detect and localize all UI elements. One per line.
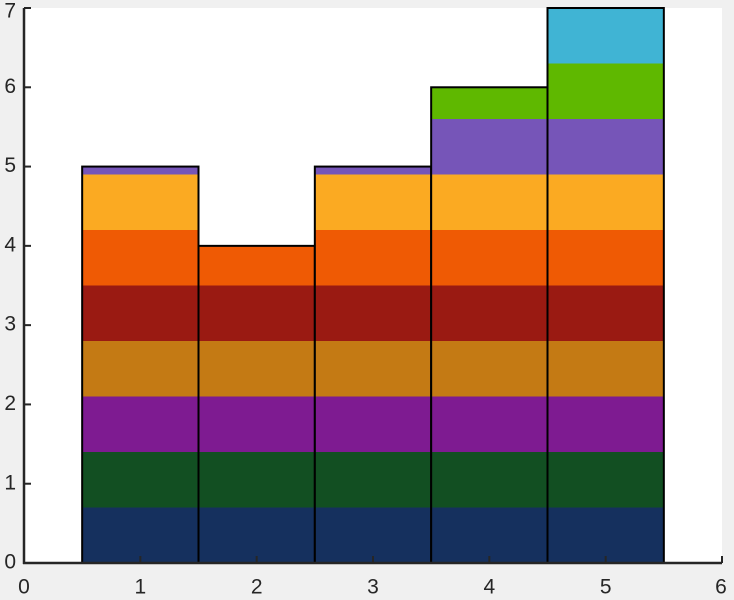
bar-segment [314,230,432,286]
y-tick-label: 0 [4,551,16,574]
bar-segment [198,285,315,341]
bar-segment [547,507,664,563]
bar-segment [547,285,664,341]
bar-segment [547,230,664,286]
bar-segment [314,166,432,175]
x-tick-label: 3 [367,576,379,599]
y-tick-label: 2 [4,392,16,415]
bar-segment [547,63,664,119]
bar-segment [431,452,548,508]
x-tick-label: 1 [134,576,146,599]
x-tick-label: 0 [18,576,30,599]
y-tick-label: 3 [4,313,16,336]
bar-segment [82,230,199,286]
bar-segment [314,174,432,230]
bar-segment [431,396,548,452]
bar-segment [82,174,199,230]
bar-segment [82,507,199,563]
bar-segment [431,341,548,397]
bar-segment [547,341,664,397]
y-tick-label: 5 [4,154,16,177]
bar-segment [431,119,548,175]
bar-segment [82,166,199,175]
bar-segment [431,507,548,563]
x-tick-label: 4 [483,576,495,599]
y-tick-label: 6 [4,75,16,98]
bar-segment [431,230,548,286]
bar-segment [547,396,664,452]
x-tick-label: 5 [600,576,612,599]
y-tick-label: 4 [4,233,16,256]
bar-segment [547,174,664,230]
x-tick-label: 6 [715,576,727,599]
y-tick-label: 7 [4,0,16,23]
bar-segment [314,341,432,397]
bar-segment [314,396,432,452]
bar-segment [547,452,664,508]
bar-segment [547,8,664,64]
bar-segment [314,452,432,508]
y-tick-label: 1 [4,471,16,494]
bar-segment [82,341,199,397]
bar-segment [82,285,199,341]
bar-segment [314,285,432,341]
bar-segment [198,396,315,452]
bar-segment [431,285,548,341]
bar-segment [431,87,548,119]
bar-segment [82,396,199,452]
bar-segment [198,341,315,397]
bar-segment [198,452,315,508]
bar-segment [198,245,315,286]
bar-segment [198,507,315,563]
bar-segment [431,174,548,230]
bar-segment [547,119,664,175]
bar-segment [314,507,432,563]
x-tick-label: 2 [251,576,263,599]
bar-segment [82,452,199,508]
